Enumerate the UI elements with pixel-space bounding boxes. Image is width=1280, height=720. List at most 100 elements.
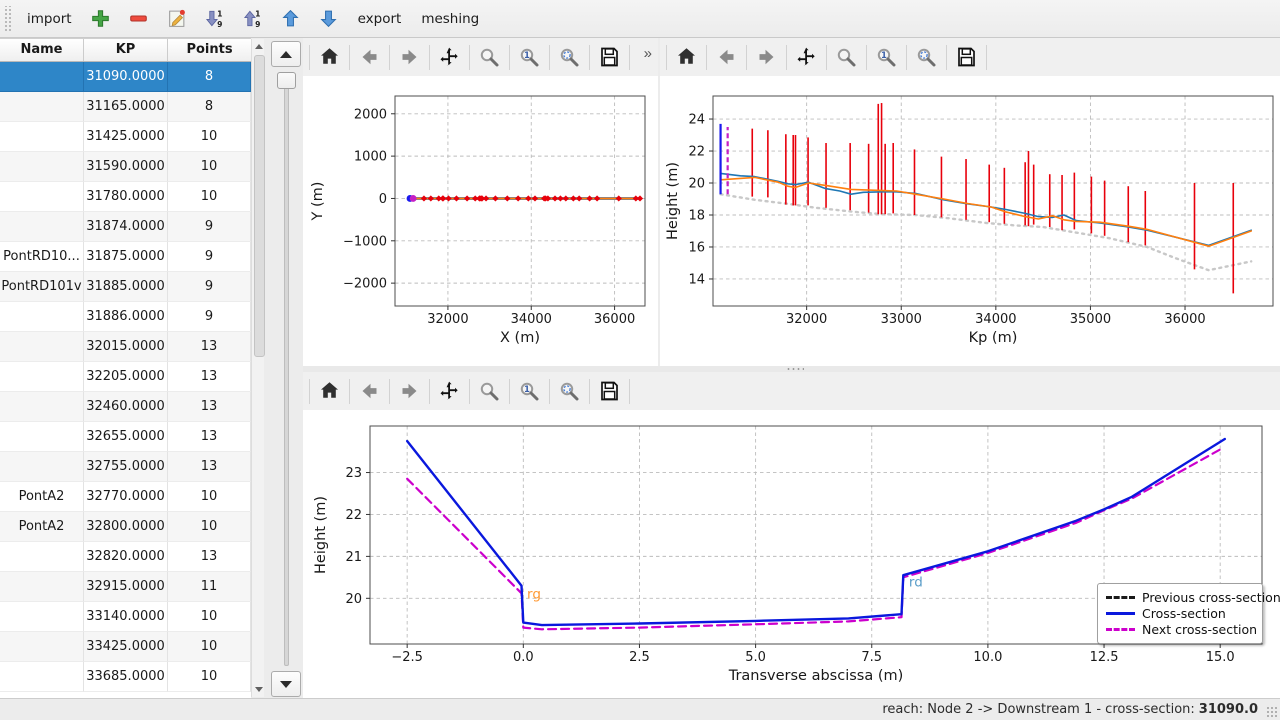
cell-points[interactable]: 13 <box>168 362 251 392</box>
scrollbar-thumb[interactable] <box>253 55 265 357</box>
zoom-fit-button[interactable] <box>553 42 587 72</box>
table-scrollbar[interactable] <box>251 39 265 697</box>
table-row[interactable]: 32915.0000 11 <box>0 572 251 602</box>
zoom-in-one-button[interactable]: 1 <box>513 42 547 72</box>
cell-points[interactable]: 10 <box>168 122 251 152</box>
table-row[interactable]: 32755.0000 13 <box>0 452 251 482</box>
table-row[interactable]: 32820.0000 13 <box>0 542 251 572</box>
chart-legend[interactable]: Previous cross-section Cross-section Next … <box>1097 583 1280 644</box>
table-row[interactable]: 32460.0000 13 <box>0 392 251 422</box>
cell-kp[interactable]: 31165.0000 <box>84 92 168 122</box>
zoom-fit-button[interactable] <box>553 376 587 406</box>
profile-canvas[interactable]: 32000 33000 34000 35000 36000 14 16 18 20 22 24 Kp … <box>660 76 1280 368</box>
zoom-fit-button[interactable] <box>910 42 944 72</box>
cell-name[interactable] <box>0 152 84 182</box>
cell-points[interactable]: 13 <box>168 332 251 362</box>
table-row[interactable]: PontA2 32770.0000 10 <box>0 482 251 512</box>
cell-kp[interactable]: 31590.0000 <box>84 152 168 182</box>
scroll-down-icon[interactable] <box>252 683 265 696</box>
section-down-button[interactable] <box>271 671 301 697</box>
cross-section-chart[interactable]: rg rd −2.5 0.0 2.5 5.0 7.5 10.0 12.5 15.0 20 21 22 23… <box>303 410 1280 698</box>
cell-kp[interactable]: 31780.0000 <box>84 182 168 212</box>
table-row[interactable]: 31090.0000 8 <box>0 62 251 92</box>
cell-name[interactable] <box>0 392 84 422</box>
sort-descending-button[interactable]: 1 9 <box>234 4 272 34</box>
table-row[interactable]: PontRD10... 31875.0000 9 <box>0 242 251 272</box>
cell-name[interactable] <box>0 542 84 572</box>
back-button[interactable] <box>710 42 744 72</box>
meshing-button[interactable]: meshing <box>411 5 489 33</box>
import-button[interactable]: import <box>17 5 82 33</box>
cell-kp[interactable]: 31090.0000 <box>84 62 168 92</box>
cell-name[interactable] <box>0 332 84 362</box>
forward-button[interactable] <box>750 42 784 72</box>
cell-name[interactable] <box>0 422 84 452</box>
section-up-button[interactable] <box>271 41 301 67</box>
cell-points[interactable]: 10 <box>168 602 251 632</box>
cell-points[interactable]: 13 <box>168 392 251 422</box>
back-button[interactable] <box>353 42 387 72</box>
table-row[interactable]: 32205.0000 13 <box>0 362 251 392</box>
table-row[interactable]: 33685.0000 10 <box>0 662 251 692</box>
cell-name[interactable]: PontRD10... <box>0 242 84 272</box>
cell-kp[interactable]: 32820.0000 <box>84 542 168 572</box>
toolbar-drag-handle[interactable] <box>3 5 13 32</box>
cell-kp[interactable]: 33425.0000 <box>84 632 168 662</box>
cross-section-canvas[interactable]: rg rd −2.5 0.0 2.5 5.0 7.5 10.0 12.5 15.0 20 21 22 23… <box>303 410 1280 702</box>
scroll-up-icon[interactable] <box>252 40 265 53</box>
cell-points[interactable]: 8 <box>168 92 251 122</box>
column-header-points[interactable]: Points <box>186 42 233 57</box>
forward-button[interactable] <box>393 42 427 72</box>
plan-view-chart[interactable]: 32000 34000 36000 2000 1000 0 −1000 −2000 X (m) Y… <box>303 76 658 364</box>
cell-kp[interactable]: 31885.0000 <box>84 272 168 302</box>
cell-kp[interactable]: 33140.0000 <box>84 602 168 632</box>
table-row[interactable]: 31886.0000 9 <box>0 302 251 332</box>
cell-points[interactable]: 10 <box>168 152 251 182</box>
table-row[interactable]: 31425.0000 10 <box>0 122 251 152</box>
zoom-button[interactable] <box>473 42 507 72</box>
cell-kp[interactable]: 32915.0000 <box>84 572 168 602</box>
toolbar-overflow-button[interactable]: » <box>640 45 656 62</box>
cell-points[interactable]: 9 <box>168 212 251 242</box>
table-row[interactable]: 31874.0000 9 <box>0 212 251 242</box>
home-button[interactable] <box>670 42 704 72</box>
pan-button[interactable] <box>790 42 824 72</box>
cell-name[interactable] <box>0 572 84 602</box>
column-header-name[interactable]: Name <box>0 39 84 61</box>
zoom-button[interactable] <box>830 42 864 72</box>
export-button[interactable]: export <box>348 5 412 33</box>
resize-grip[interactable] <box>1266 706 1278 718</box>
cell-kp[interactable]: 33685.0000 <box>84 662 168 692</box>
cell-name[interactable] <box>0 632 84 662</box>
cell-kp[interactable]: 32015.0000 <box>84 332 168 362</box>
save-button[interactable] <box>950 42 984 72</box>
save-button[interactable] <box>593 42 627 72</box>
cell-kp[interactable]: 32770.0000 <box>84 482 168 512</box>
cell-points[interactable]: 10 <box>168 182 251 212</box>
cell-name[interactable] <box>0 302 84 332</box>
cell-name[interactable] <box>0 602 84 632</box>
save-button[interactable] <box>593 376 627 406</box>
cell-kp[interactable]: 31886.0000 <box>84 302 168 332</box>
add-cross-section-button[interactable] <box>82 4 120 34</box>
cell-name[interactable] <box>0 452 84 482</box>
cell-name[interactable] <box>0 122 84 152</box>
cell-name[interactable] <box>0 182 84 212</box>
cell-name[interactable]: PontA2 <box>0 482 84 512</box>
remove-cross-section-button[interactable] <box>120 4 158 34</box>
cell-name[interactable]: PontA2 <box>0 512 84 542</box>
horizontal-splitter[interactable] <box>303 366 1280 372</box>
cell-name[interactable]: PontRD101v <box>0 272 84 302</box>
cell-points[interactable]: 9 <box>168 242 251 272</box>
cell-points[interactable]: 13 <box>168 422 251 452</box>
edit-cross-section-button[interactable] <box>158 4 196 34</box>
cell-kp[interactable]: 32460.0000 <box>84 392 168 422</box>
section-slider[interactable] <box>271 72 301 666</box>
table-row[interactable]: PontA2 32800.0000 10 <box>0 512 251 542</box>
pan-button[interactable] <box>433 42 467 72</box>
cell-kp[interactable]: 32655.0000 <box>84 422 168 452</box>
cell-points[interactable]: 11 <box>168 572 251 602</box>
table-row[interactable]: 32655.0000 13 <box>0 422 251 452</box>
slider-handle[interactable] <box>277 72 296 89</box>
cell-points[interactable]: 13 <box>168 452 251 482</box>
